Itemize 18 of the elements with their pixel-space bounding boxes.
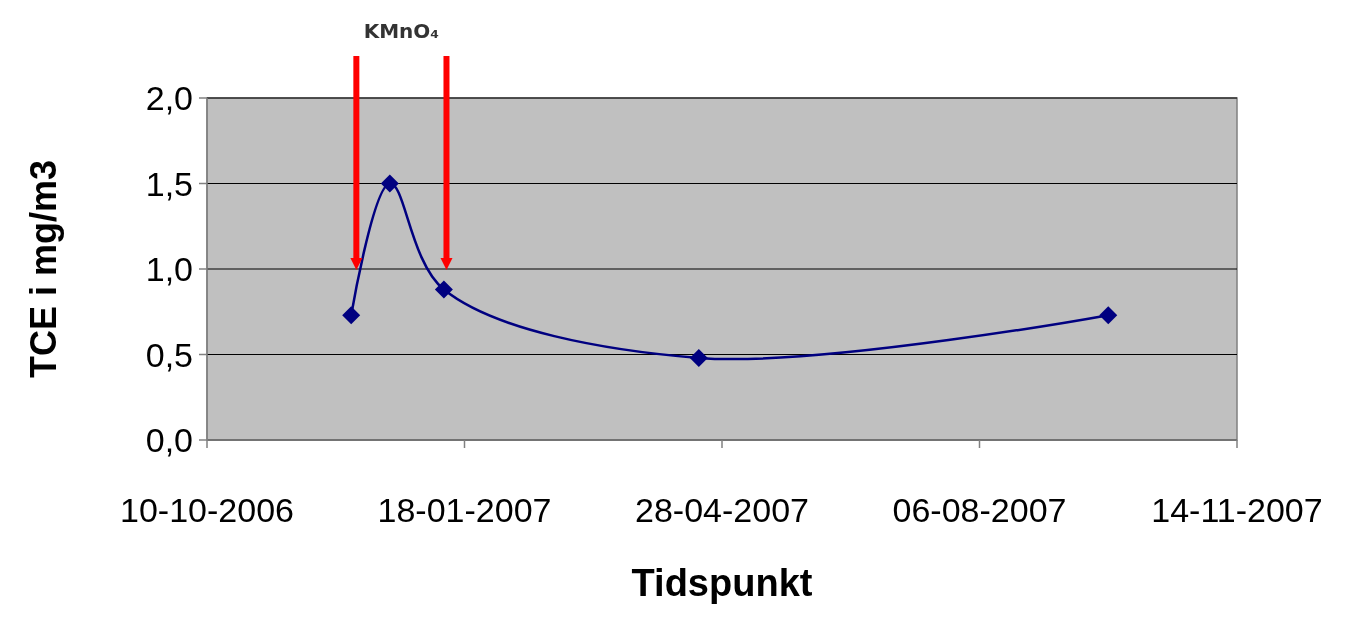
- y-tick-label: 2,0: [145, 79, 193, 117]
- point: [434, 280, 453, 299]
- y-tick-label: 1,5: [145, 164, 193, 203]
- y-tick-label: 1,0: [145, 250, 193, 288]
- x-axis-title: Tidspunkt: [631, 562, 813, 604]
- x-tick-label: 06-08-2007: [892, 491, 1067, 529]
- x-tick-label: 10-10-2006: [120, 491, 294, 529]
- point: [380, 174, 399, 193]
- x-tick-label: 18-01-2007: [377, 491, 552, 529]
- x-tick-label: 28-04-2007: [635, 491, 809, 529]
- point: [342, 306, 361, 325]
- text: KMnO₄: [363, 19, 440, 43]
- y-axis-title: TCE i mg/m3: [23, 159, 64, 379]
- x-tick-label: 14-11-2007: [1151, 491, 1323, 529]
- point: [1099, 306, 1118, 325]
- y-tick-label: 0,5: [145, 335, 193, 374]
- point: [689, 348, 708, 367]
- y-tick-label: 0,0: [145, 421, 193, 459]
